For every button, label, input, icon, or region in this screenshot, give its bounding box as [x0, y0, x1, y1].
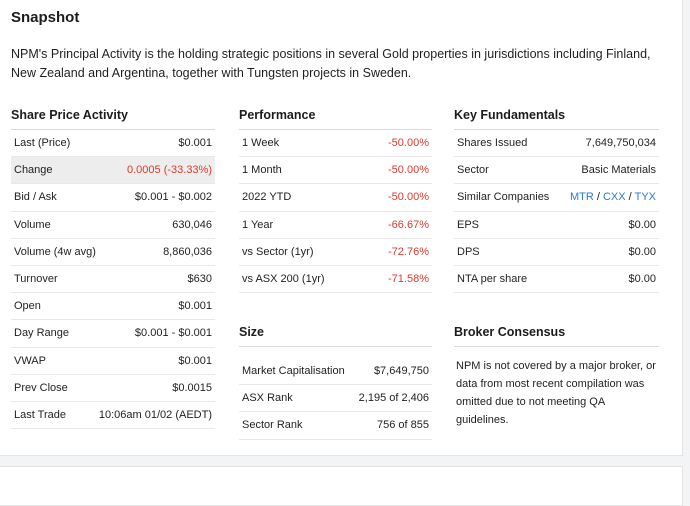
row-vs-sector: vs Sector (1yr) -72.76% — [239, 239, 432, 266]
row-value: Basic Materials — [581, 164, 656, 177]
row-vwap: VWAP $0.001 — [11, 348, 215, 375]
row-value: -66.67% — [388, 218, 429, 231]
row-volume-4w-avg: Volume (4w avg) 8,860,036 — [11, 239, 215, 266]
row-1-week: 1 Week -50.00% — [239, 130, 432, 158]
broker-consensus-section: Broker Consensus NPM is not covered by a… — [454, 325, 659, 429]
row-shares-issued: Shares Issued 7,649,750,034 — [454, 130, 659, 158]
row-value: -50.00% — [388, 191, 429, 204]
row-label: Volume (4w avg) — [14, 245, 96, 258]
row-value: -50.00% — [388, 164, 429, 177]
link-separator: / — [596, 191, 600, 204]
row-value: -71.58% — [388, 273, 429, 286]
row-label: vs ASX 200 (1yr) — [242, 273, 325, 286]
row-open: Open $0.001 — [11, 293, 215, 321]
row-label: Sector Rank — [242, 419, 303, 432]
row-label: Volume — [14, 218, 51, 231]
row-value: $0.00 — [628, 245, 656, 258]
row-label: 2022 YTD — [242, 191, 292, 204]
row-value: 756 of 855 — [377, 419, 429, 432]
row-value: -50.00% — [388, 137, 429, 150]
performance-section: Performance 1 Week -50.00% 1 Month -50.0… — [239, 108, 432, 294]
row-2022-ytd: 2022 YTD -50.00% — [239, 184, 432, 212]
row-value: $0.0015 — [172, 381, 212, 394]
next-card — [0, 466, 683, 506]
broker-consensus-heading: Broker Consensus — [454, 325, 659, 347]
row-label: VWAP — [14, 354, 46, 367]
row-value: $0.001 — [178, 137, 212, 150]
key-fundamentals-heading: Key Fundamentals — [454, 108, 659, 130]
row-label: 1 Year — [242, 218, 274, 231]
row-dps: DPS $0.00 — [454, 239, 659, 266]
row-value: $630 — [187, 273, 212, 286]
row-last-trade: Last Trade 10:06am 01/02 (AEDT) — [11, 402, 215, 430]
row-label: Open — [14, 300, 41, 313]
row-market-cap: Market Capitalisation $7,649,750 — [239, 358, 432, 386]
row-label: Last (Price) — [14, 137, 71, 150]
row-value: 0.0005 (-33.33%) — [127, 164, 212, 177]
share-price-activity-section: Share Price Activity Last (Price) $0.001… — [11, 108, 215, 430]
row-label: Bid / Ask — [14, 191, 57, 204]
row-value: $0.001 - $0.001 — [134, 327, 212, 340]
row-1-year: 1 Year -66.67% — [239, 212, 432, 239]
row-1-month: 1 Month -50.00% — [239, 157, 432, 185]
principal-activity-description: NPM's Principal Activity is the holding … — [11, 47, 651, 80]
row-label: 1 Month — [242, 164, 282, 177]
row-sector-rank: Sector Rank 756 of 855 — [239, 412, 432, 440]
row-prev-close: Prev Close $0.0015 — [11, 375, 215, 402]
row-bid-ask: Bid / Ask $0.001 - $0.002 — [11, 184, 215, 212]
row-value: $7,649,750 — [373, 365, 429, 378]
row-label: ASX Rank — [242, 392, 293, 405]
row-label: Turnover — [14, 273, 58, 286]
row-turnover: Turnover $630 — [11, 266, 215, 294]
row-label: Shares Issued — [457, 137, 528, 150]
row-value: -72.76% — [388, 245, 429, 258]
row-label: Sector — [457, 164, 489, 177]
row-sector: Sector Basic Materials — [454, 157, 659, 185]
row-similar-companies: Similar Companies MTR / CXX / TYX — [454, 184, 659, 212]
row-volume: Volume 630,046 — [11, 212, 215, 239]
row-value: 630,046 — [172, 218, 212, 231]
performance-heading: Performance — [239, 108, 432, 130]
row-value: $0.001 — [178, 354, 212, 367]
row-value: $0.001 — [178, 300, 212, 313]
row-asx-rank: ASX Rank 2,195 of 2,406 — [239, 385, 432, 413]
key-fundamentals-section: Key Fundamentals Shares Issued 7,649,750… — [454, 108, 659, 294]
row-label: Prev Close — [14, 381, 68, 394]
snapshot-card: Snapshot NPM's Principal Activity is the… — [0, 0, 683, 456]
similar-company-link-tyx[interactable]: TYX — [634, 191, 656, 204]
row-value: $0.001 - $0.002 — [134, 191, 212, 204]
row-value: 7,649,750,034 — [585, 137, 656, 150]
size-heading: Size — [239, 325, 432, 347]
row-label: Similar Companies — [457, 191, 550, 204]
broker-consensus-text: NPM is not covered by a major broker, or… — [456, 360, 656, 426]
row-value: 8,860,036 — [163, 245, 212, 258]
row-value: 10:06am 01/02 (AEDT) — [98, 408, 212, 421]
row-eps: EPS $0.00 — [454, 212, 659, 239]
row-label: Last Trade — [14, 408, 66, 421]
size-section: Size Market Capitalisation $7,649,750 AS… — [239, 325, 432, 440]
link-separator: / — [628, 191, 632, 204]
row-label: NTA per share — [457, 273, 528, 286]
row-label: DPS — [457, 245, 480, 258]
row-day-range: Day Range $0.001 - $0.001 — [11, 320, 215, 348]
similar-company-link-cxx[interactable]: CXX — [602, 191, 626, 204]
similar-companies-links: MTR / CXX / TYX — [570, 191, 656, 203]
row-label: 1 Week — [242, 137, 280, 150]
row-value: 2,195 of 2,406 — [358, 392, 429, 405]
row-last-price: Last (Price) $0.001 — [11, 130, 215, 158]
row-change: Change 0.0005 (-33.33%) — [11, 157, 215, 185]
row-label: vs Sector (1yr) — [242, 245, 314, 258]
row-value: $0.00 — [628, 218, 656, 231]
share-price-activity-heading: Share Price Activity — [11, 108, 215, 130]
similar-company-link-mtr[interactable]: MTR — [569, 191, 594, 204]
row-label: Market Capitalisation — [242, 365, 345, 378]
row-label: Change — [14, 164, 53, 177]
row-label: Day Range — [14, 327, 70, 340]
row-vs-asx200: vs ASX 200 (1yr) -71.58% — [239, 266, 432, 294]
snapshot-title: Snapshot — [11, 9, 80, 26]
row-nta-per-share: NTA per share $0.00 — [454, 266, 659, 294]
row-value: $0.00 — [628, 273, 656, 286]
row-label: EPS — [457, 218, 480, 231]
